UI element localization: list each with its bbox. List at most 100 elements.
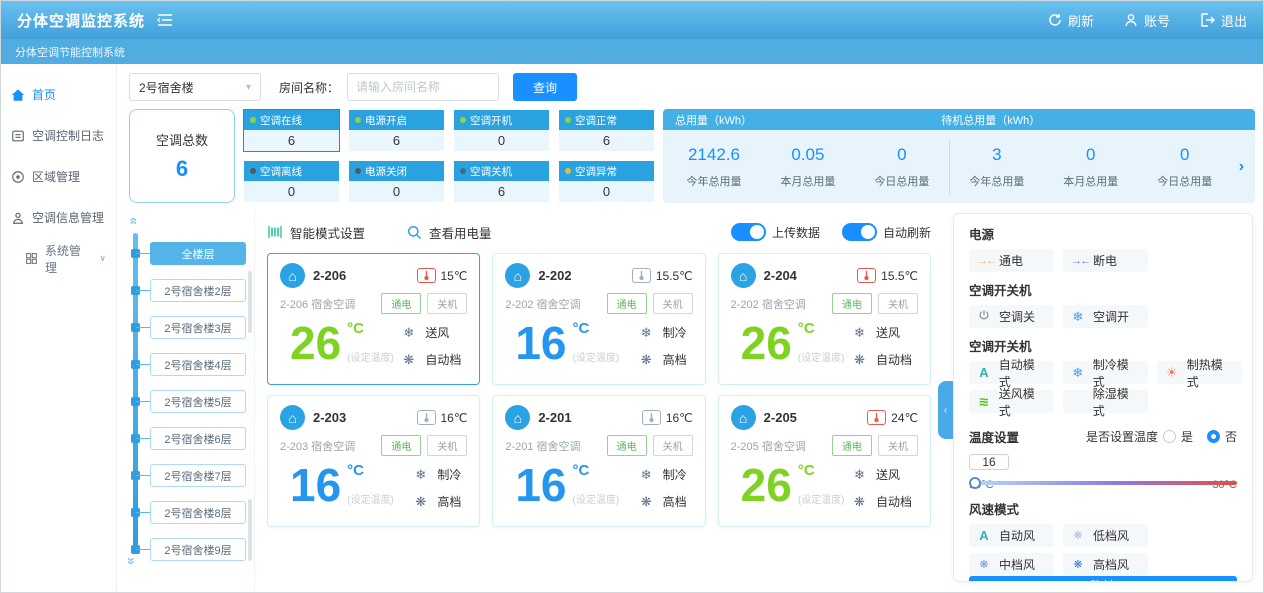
- room-number: 2-201: [538, 410, 572, 425]
- floor-button[interactable]: 2号宿舍楼7层: [150, 464, 246, 487]
- floor-button[interactable]: 2号宿舍楼3层: [150, 316, 246, 339]
- cool-mode-button[interactable]: ❄ 制冷模式: [1063, 358, 1148, 389]
- state-badge: 关机: [427, 435, 468, 456]
- set-temp-question: 是否设置温度: [1085, 430, 1158, 444]
- ac-card-2-206[interactable]: ⌂ 2-206 15℃ 2-206 宿舍空调 通电 关机 26 °C (设定温度) ❄…: [267, 253, 481, 385]
- status-tile-offline[interactable]: 空调离线 0: [243, 160, 340, 203]
- floor-button[interactable]: 2号宿舍楼9层: [150, 538, 246, 561]
- snowflake-icon: ❄: [415, 466, 427, 482]
- room-number: 2-206: [313, 268, 347, 283]
- auto-refresh-toggle[interactable]: 自动刷新: [841, 223, 931, 241]
- sidebar-item-ac-control-log[interactable]: 空调控制日志: [1, 115, 116, 156]
- fan-mode-button[interactable]: ≋ 送风模式: [969, 387, 1054, 418]
- search-icon: [407, 225, 422, 239]
- floor-button[interactable]: 2号宿舍楼6层: [150, 427, 246, 450]
- sidebar-item-system-management[interactable]: 系统管理 ∨: [1, 238, 116, 279]
- room-name-input[interactable]: [347, 73, 500, 101]
- control-panel: 电源 →← 通电 →← 断电 空调开关机 空调关 ❄ 空调开 空调开关机 A 自动模式: [953, 213, 1253, 582]
- building-select[interactable]: 2号宿舍楼 ▾: [129, 73, 261, 101]
- upload-data-toggle[interactable]: 上传数据: [730, 223, 820, 241]
- account-button[interactable]: 账号: [1124, 11, 1170, 30]
- search-button[interactable]: 查询: [513, 73, 578, 101]
- auto-icon: A: [979, 365, 989, 380]
- set-temperature: 16: [515, 317, 567, 369]
- tile-label: 空调正常: [575, 114, 617, 127]
- floor-button[interactable]: 2号宿舍楼4层: [150, 353, 246, 376]
- plug-connect-icon: →←: [977, 254, 997, 267]
- status-tile-normal[interactable]: 空调正常 6: [558, 109, 655, 152]
- room-temperature: 16℃: [665, 410, 693, 425]
- sidebar-item-home[interactable]: 首页: [1, 74, 116, 115]
- heat-mode-button[interactable]: ☀ 制热模式: [1157, 358, 1242, 389]
- temperature-input[interactable]: [969, 454, 1009, 470]
- smart-mode-settings-button[interactable]: 智能模式设置: [267, 223, 365, 242]
- status-tile-power-off[interactable]: 电源关闭 0: [348, 160, 445, 203]
- celsius-unit: °C: [347, 462, 365, 479]
- status-tile-ac-on[interactable]: 空调开机 0: [453, 109, 550, 152]
- state-badge: 关机: [652, 435, 693, 456]
- fan-icon: ❋: [854, 351, 865, 367]
- floor-button[interactable]: 全楼层: [150, 242, 246, 265]
- sidebar-item-region-management[interactable]: 区域管理: [1, 156, 116, 197]
- tile-value: 6: [454, 181, 549, 202]
- auto-mode-button[interactable]: A 自动模式: [969, 358, 1054, 389]
- ac-off-button[interactable]: 空调关: [969, 305, 1054, 328]
- scrollbar-thumb[interactable]: [248, 271, 252, 333]
- power-off-button[interactable]: →← 断电: [1063, 249, 1148, 272]
- panel-collapse-tab[interactable]: ‹: [938, 381, 953, 439]
- celsius-unit: °C: [572, 462, 590, 479]
- status-tile-power-on[interactable]: 电源开启 6: [348, 109, 445, 152]
- radio-no-label: 否: [1224, 430, 1237, 444]
- low-fan-label: 低档风: [1093, 529, 1130, 543]
- upload-data-label: 上传数据: [771, 225, 820, 240]
- ac-card-2-205[interactable]: ⌂ 2-205 24℃ 2-205 宿舍空调 通电 关机 26 °C (设定温度) ❄…: [717, 395, 931, 527]
- refresh-button[interactable]: 刷新: [1048, 11, 1094, 30]
- energy-stat: 0 今日总用量: [855, 145, 949, 189]
- confirm-button[interactable]: 确认: [969, 576, 1237, 581]
- logout-label: 退出: [1220, 13, 1247, 29]
- floor-button[interactable]: 2号宿舍楼2层: [150, 279, 246, 302]
- status-tile-abnormal[interactable]: 空调异常 0: [558, 160, 655, 203]
- status-tile-online[interactable]: 空调在线 6: [243, 109, 340, 152]
- toggle-switch[interactable]: [841, 223, 877, 241]
- sidebar-item-label: 系统管理: [45, 243, 82, 275]
- menu-collapse-icon[interactable]: [157, 13, 173, 27]
- mode-label: 制冷: [662, 326, 687, 340]
- tree-connector: [136, 438, 150, 439]
- sidebar-item-ac-info-management[interactable]: 空调信息管理: [1, 197, 116, 238]
- energy-more-chevron[interactable]: ›: [1238, 157, 1245, 175]
- chevron-down-icon: ∨: [99, 253, 106, 263]
- view-energy-button[interactable]: 查看用电量: [407, 223, 492, 242]
- dry-mode-button[interactable]: 除湿模式: [1063, 387, 1148, 418]
- sidebar-item-label: 空调信息管理: [32, 211, 105, 225]
- thermometer-icon: [867, 410, 887, 425]
- scrollbar-thumb[interactable]: [248, 499, 252, 561]
- high-fan-button[interactable]: ❋ 高档风: [1063, 553, 1148, 576]
- ac-card-2-202[interactable]: ⌂ 2-202 15.5℃ 2-202 宿舍空调 通电 关机 16 °C (设定温度)…: [492, 253, 706, 385]
- mode-label: 送风: [425, 326, 450, 340]
- auto-fan-button[interactable]: A 自动风: [969, 524, 1054, 547]
- logout-button[interactable]: 退出: [1200, 11, 1247, 30]
- ac-name: 2-202 宿舍空调: [730, 298, 806, 311]
- status-tile-ac-off[interactable]: 空调关机 6: [453, 160, 550, 203]
- ac-card-2-201[interactable]: ⌂ 2-201 16℃ 2-201 宿舍空调 通电 关机 16 °C (设定温度) ❄…: [492, 395, 706, 527]
- power-on-button[interactable]: →← 通电: [969, 249, 1054, 272]
- mid-fan-button[interactable]: ❋ 中档风: [969, 553, 1054, 576]
- room-temperature: 24℃: [891, 410, 918, 425]
- floor-button[interactable]: 2号宿舍楼5层: [150, 390, 246, 413]
- toggle-switch[interactable]: [730, 223, 766, 241]
- radio-yes[interactable]: [1162, 430, 1176, 443]
- low-fan-button[interactable]: ❋ 低档风: [1063, 524, 1148, 547]
- ac-name: 2-203 宿舍空调: [280, 440, 356, 453]
- tree-scroll-down-icon[interactable]: »: [123, 557, 140, 565]
- ac-card-2-203[interactable]: ⌂ 2-203 16℃ 2-203 宿舍空调 通电 关机 16 °C (设定温度) ❄…: [267, 395, 481, 527]
- ac-card-2-204[interactable]: ⌂ 2-204 15.5℃ 2-202 宿舍空调 通电 关机 26 °C (设定温度)…: [717, 253, 931, 385]
- floor-button[interactable]: 2号宿舍楼8层: [150, 501, 246, 524]
- home-icon: ⌂: [280, 263, 305, 288]
- tree-scroll-up-icon[interactable]: »: [123, 217, 140, 225]
- radio-no[interactable]: [1206, 430, 1220, 443]
- ac-on-button[interactable]: ❄ 空调开: [1063, 305, 1148, 328]
- slider-knob[interactable]: [969, 477, 981, 489]
- energy-label: 今年总用量: [686, 175, 742, 188]
- slider-track[interactable]: [969, 481, 1237, 485]
